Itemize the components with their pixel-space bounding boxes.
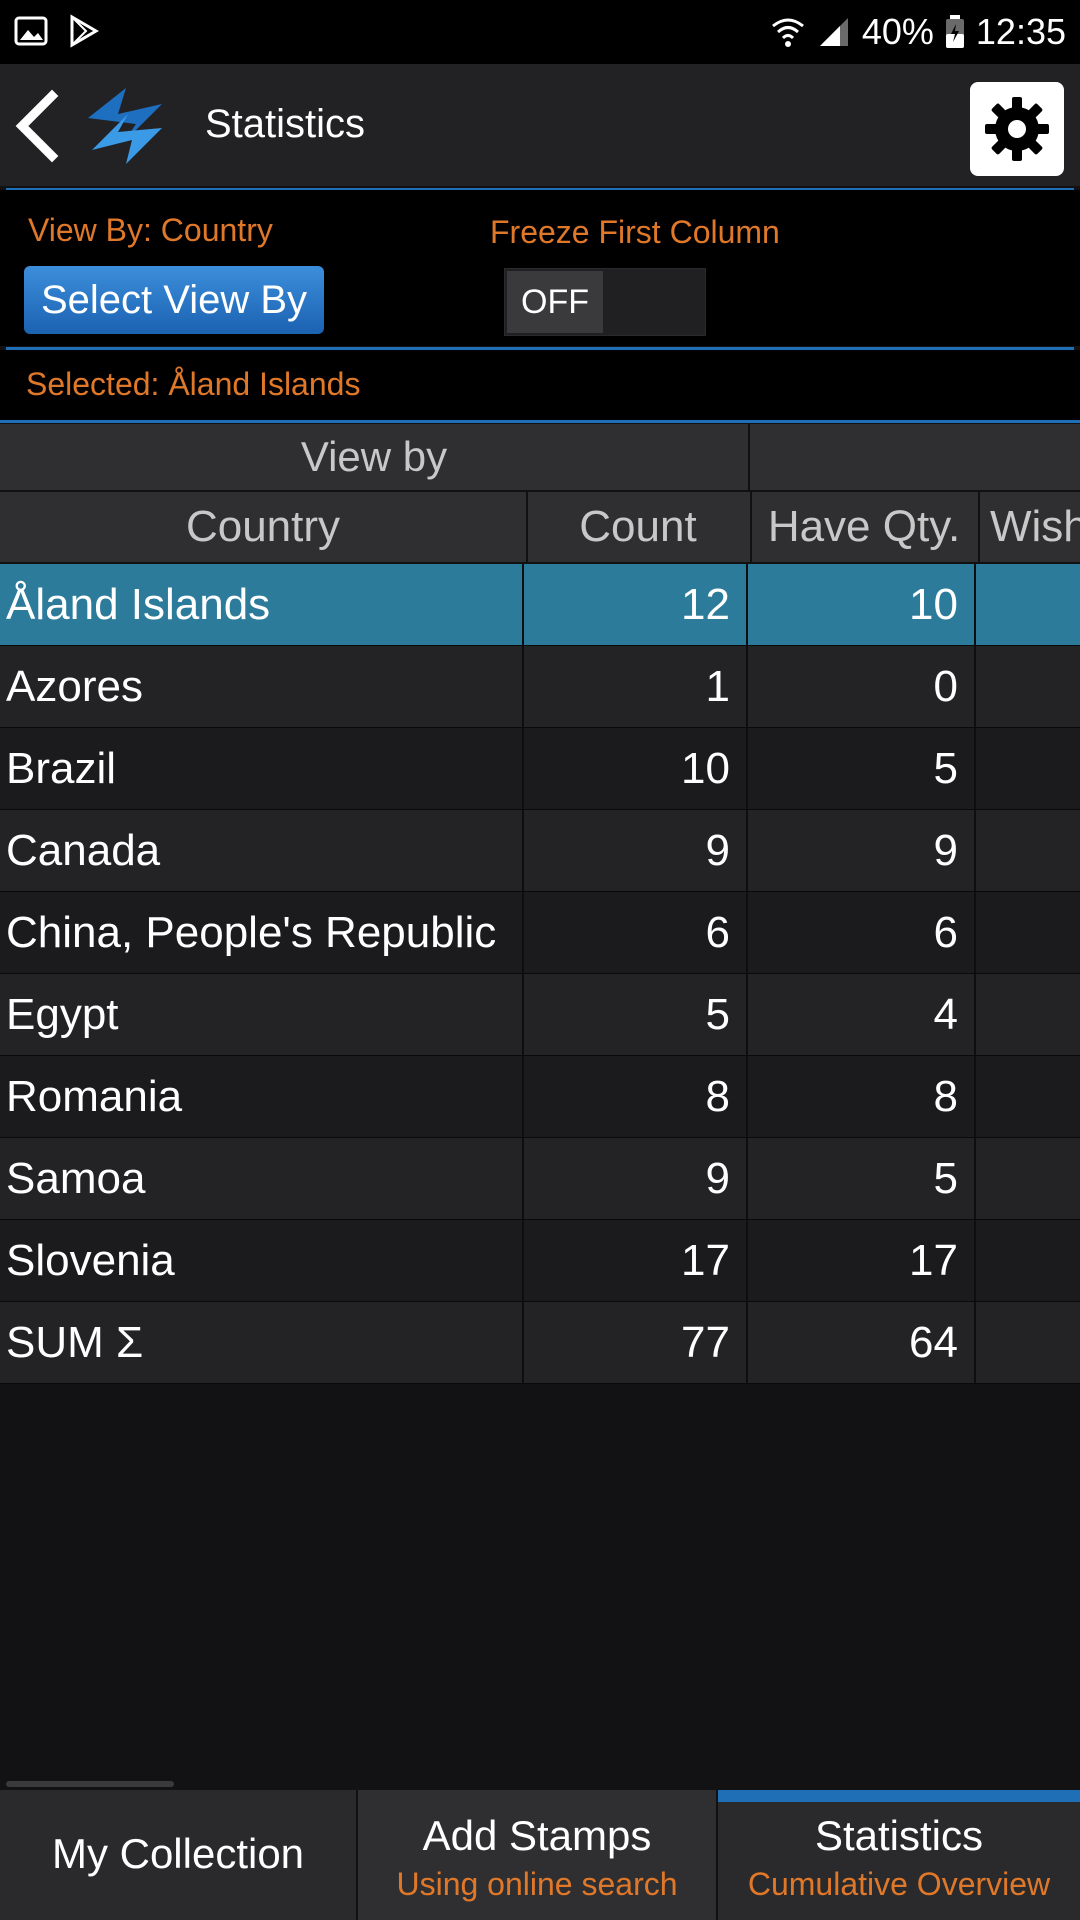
column-header-country[interactable]: Country bbox=[0, 492, 528, 562]
tab-sublabel: Cumulative Overview bbox=[747, 1866, 1051, 1902]
have-qty-cell: 64 bbox=[750, 1302, 976, 1383]
battery-percent: 40% bbox=[861, 11, 934, 52]
back-arrow-icon[interactable] bbox=[8, 86, 68, 166]
tab-label: My Collection bbox=[51, 1830, 305, 1877]
country-cell: Canada bbox=[0, 810, 524, 891]
wish-cell bbox=[978, 810, 1080, 891]
group-header-view-by: View by bbox=[0, 424, 750, 490]
status-bar: 40% 12:35 bbox=[0, 0, 1080, 64]
tab-my-collection[interactable]: My Collection bbox=[0, 1790, 358, 1920]
column-header-have-qty[interactable]: Have Qty. bbox=[750, 492, 980, 562]
tab-label: Statistics bbox=[814, 1812, 984, 1859]
country-cell: Samoa bbox=[0, 1138, 524, 1219]
settings-button[interactable] bbox=[970, 82, 1064, 176]
have-qty-cell: 10 bbox=[750, 564, 976, 645]
gear-icon bbox=[985, 97, 1049, 161]
have-qty-cell: 5 bbox=[750, 1138, 976, 1219]
country-cell: SUM Σ bbox=[0, 1302, 524, 1383]
horizontal-scroll-indicator[interactable] bbox=[6, 1781, 174, 1787]
country-cell: Åland Islands bbox=[0, 564, 524, 645]
have-qty-cell: 9 bbox=[750, 810, 976, 891]
signal-icon bbox=[819, 18, 848, 46]
tab-sublabel: Using online search bbox=[396, 1866, 678, 1902]
table-row[interactable]: Slovenia 17 17 bbox=[0, 1220, 1080, 1302]
active-tab-indicator bbox=[718, 1790, 1080, 1802]
wish-cell bbox=[978, 728, 1080, 809]
table-row[interactable]: China, People's Republic 6 6 bbox=[0, 892, 1080, 974]
divider bbox=[6, 188, 1074, 191]
table-row[interactable]: Canada 9 9 bbox=[0, 810, 1080, 892]
table-row[interactable]: Brazil 10 5 bbox=[0, 728, 1080, 810]
count-cell: 77 bbox=[526, 1302, 748, 1383]
tab-statistics[interactable]: Statistics Cumulative Overview bbox=[718, 1790, 1080, 1920]
wish-cell bbox=[978, 892, 1080, 973]
count-cell: 5 bbox=[526, 974, 748, 1055]
have-qty-cell: 17 bbox=[750, 1220, 976, 1301]
app-logo-icon bbox=[88, 88, 162, 164]
group-header-row: View by bbox=[0, 424, 1080, 492]
column-header-count[interactable]: Count bbox=[526, 492, 752, 562]
table-row[interactable]: Azores 1 0 bbox=[0, 646, 1080, 728]
freeze-column-toggle[interactable]: OFF bbox=[504, 268, 706, 336]
have-qty-cell: 0 bbox=[750, 646, 976, 727]
selected-label: Selected: Åland Islands bbox=[26, 366, 361, 402]
wish-cell bbox=[978, 1138, 1080, 1219]
country-cell: Azores bbox=[0, 646, 524, 727]
count-cell: 8 bbox=[526, 1056, 748, 1137]
table-row[interactable]: Egypt 5 4 bbox=[0, 974, 1080, 1056]
play-store-icon bbox=[70, 14, 99, 48]
column-header-wish[interactable]: Wish bbox=[990, 502, 1080, 551]
country-cell: Brazil bbox=[0, 728, 524, 809]
bottom-tab-bar: My Collection Add Stamps Using online se… bbox=[0, 1790, 1080, 1920]
country-cell: Egypt bbox=[0, 974, 524, 1055]
count-cell: 1 bbox=[526, 646, 748, 727]
wish-cell bbox=[978, 1220, 1080, 1301]
gallery-icon bbox=[14, 16, 48, 46]
view-controls: View By: Country Freeze First Column Sel… bbox=[0, 190, 1080, 346]
have-qty-cell: 4 bbox=[750, 974, 976, 1055]
count-cell: 10 bbox=[526, 728, 748, 809]
count-cell: 17 bbox=[526, 1220, 748, 1301]
country-cell: Romania bbox=[0, 1056, 524, 1137]
table-row[interactable]: SUM Σ 77 64 bbox=[0, 1302, 1080, 1384]
freeze-column-label: Freeze First Column bbox=[490, 214, 780, 250]
count-cell: 12 bbox=[526, 564, 748, 645]
count-cell: 9 bbox=[526, 1138, 748, 1219]
tab-label: Add Stamps bbox=[422, 1812, 652, 1859]
country-cell: Slovenia bbox=[0, 1220, 524, 1301]
app-bar: Statistics bbox=[0, 64, 1080, 186]
selection-bar: Selected: Åland Islands bbox=[0, 350, 1080, 420]
table-row[interactable]: Åland Islands 12 10 bbox=[0, 564, 1080, 646]
column-header-row: Country Count Have Qty. Wish bbox=[0, 492, 1080, 565]
tab-add-stamps[interactable]: Add Stamps Using online search bbox=[358, 1790, 718, 1920]
select-view-by-button[interactable]: Select View By bbox=[24, 266, 324, 334]
wifi-icon bbox=[771, 18, 804, 47]
view-by-label: View By: Country bbox=[28, 212, 273, 248]
table-row[interactable]: Samoa 9 5 bbox=[0, 1138, 1080, 1220]
count-cell: 9 bbox=[526, 810, 748, 891]
divider bbox=[0, 420, 1080, 423]
have-qty-cell: 5 bbox=[750, 728, 976, 809]
wish-cell bbox=[978, 646, 1080, 727]
wish-cell bbox=[978, 974, 1080, 1055]
wish-cell bbox=[978, 1302, 1080, 1383]
wish-cell bbox=[978, 1056, 1080, 1137]
battery-icon bbox=[945, 15, 964, 48]
country-cell: China, People's Republic bbox=[0, 892, 524, 973]
clock: 12:35 bbox=[975, 11, 1066, 52]
have-qty-cell: 6 bbox=[750, 892, 976, 973]
toggle-state: OFF bbox=[507, 271, 603, 333]
table-row[interactable]: Romania 8 8 bbox=[0, 1056, 1080, 1138]
page-title: Statistics bbox=[205, 102, 366, 146]
have-qty-cell: 8 bbox=[750, 1056, 976, 1137]
wish-cell bbox=[978, 564, 1080, 645]
divider bbox=[6, 347, 1074, 350]
count-cell: 6 bbox=[526, 892, 748, 973]
